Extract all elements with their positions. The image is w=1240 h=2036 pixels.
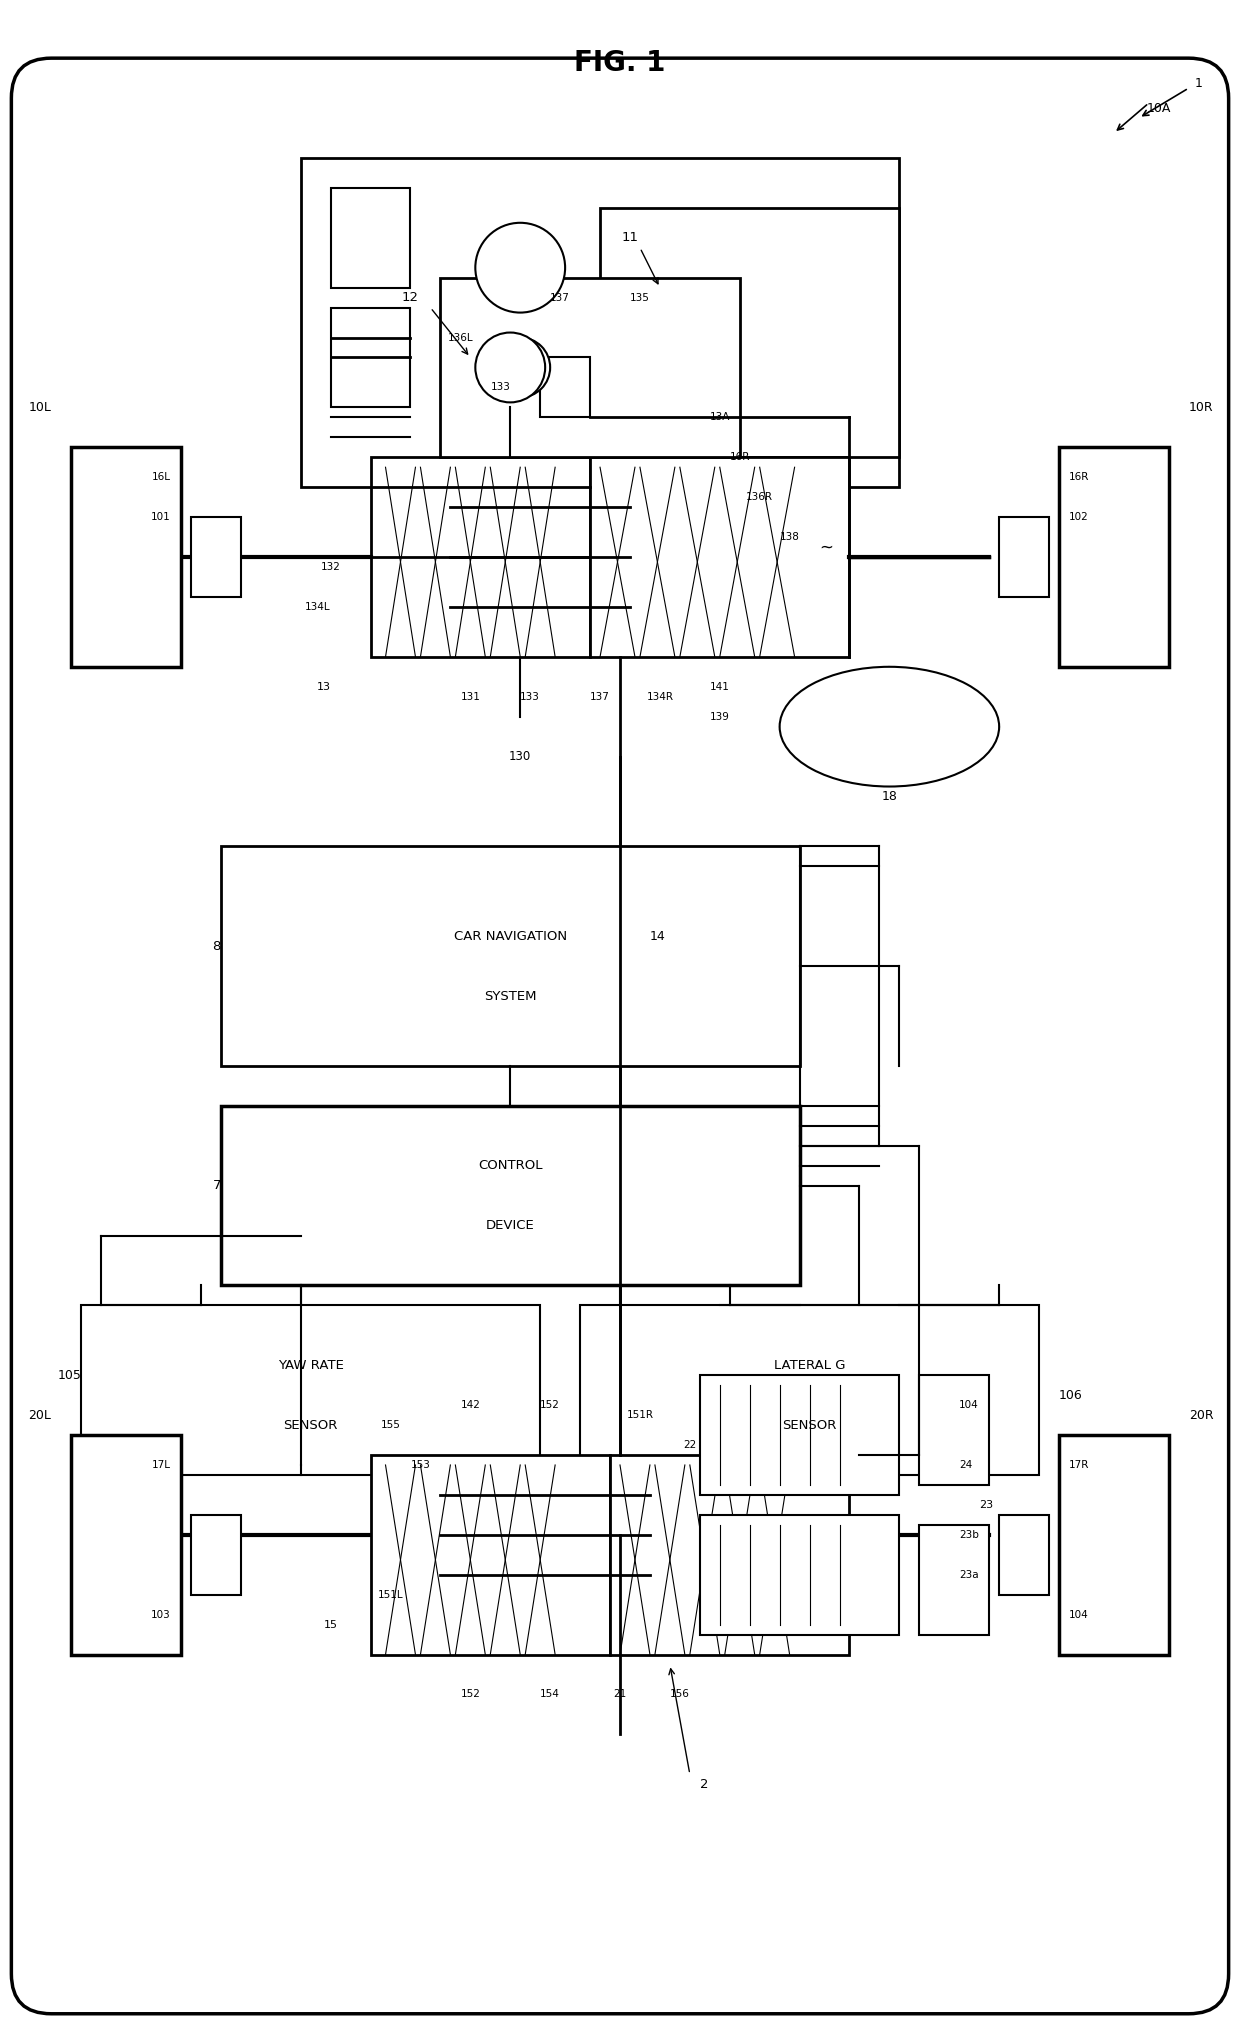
Circle shape (490, 338, 551, 397)
Text: 17R: 17R (1069, 1460, 1090, 1470)
Text: 10A: 10A (1147, 102, 1171, 114)
Bar (221, 1106, 800, 1285)
Bar (610, 1456, 849, 1655)
Text: SENSOR: SENSOR (782, 1419, 837, 1431)
Text: 151R: 151R (626, 1411, 653, 1419)
Bar (590, 458, 849, 658)
Circle shape (475, 222, 565, 314)
Text: 152: 152 (541, 1401, 560, 1411)
Text: 156: 156 (670, 1690, 689, 1700)
Bar (71, 1435, 181, 1655)
Text: 152: 152 (460, 1690, 480, 1700)
Bar (541, 358, 590, 417)
Text: 134L: 134L (305, 603, 331, 613)
Bar (999, 517, 1049, 597)
Text: 131: 131 (460, 692, 480, 702)
Text: 16R: 16R (1069, 472, 1090, 483)
Bar (600, 208, 899, 458)
Bar (221, 847, 800, 1067)
Text: 104: 104 (960, 1401, 980, 1411)
Text: 136L: 136L (448, 332, 474, 342)
Text: 18: 18 (882, 790, 898, 802)
Text: 24: 24 (960, 1460, 972, 1470)
Bar (919, 1525, 990, 1635)
Text: 142: 142 (460, 1401, 480, 1411)
Text: 101: 101 (151, 513, 171, 521)
Text: 10L: 10L (29, 401, 51, 413)
Bar (919, 1374, 990, 1484)
Text: 134R: 134R (646, 692, 673, 702)
Text: 7: 7 (212, 1179, 221, 1193)
Text: 15: 15 (324, 1619, 337, 1629)
Text: ~: ~ (820, 538, 833, 556)
Text: 23b: 23b (960, 1529, 980, 1539)
Text: LATERAL G: LATERAL G (774, 1358, 846, 1372)
Text: 104: 104 (1069, 1610, 1089, 1621)
Bar (81, 1305, 541, 1474)
Text: 17L: 17L (153, 1460, 171, 1470)
Text: 137: 137 (590, 692, 610, 702)
Text: 2: 2 (699, 1777, 708, 1792)
Text: 23: 23 (980, 1501, 993, 1511)
Text: 103: 103 (151, 1610, 171, 1621)
Text: 154: 154 (541, 1690, 560, 1700)
Text: SENSOR: SENSOR (284, 1419, 337, 1431)
Text: 20L: 20L (29, 1409, 51, 1421)
Text: 151L: 151L (378, 1590, 403, 1600)
Text: 135: 135 (630, 293, 650, 303)
Text: 1: 1 (1195, 77, 1203, 90)
Bar (580, 1305, 1039, 1474)
Ellipse shape (780, 666, 999, 786)
Text: 14: 14 (650, 930, 666, 943)
Text: 155: 155 (381, 1419, 401, 1429)
Bar (1059, 1435, 1169, 1655)
Text: CAR NAVIGATION: CAR NAVIGATION (454, 930, 567, 943)
Bar (1059, 448, 1169, 666)
Text: DEVICE: DEVICE (486, 1220, 534, 1232)
Text: 133: 133 (521, 692, 541, 702)
Bar (191, 1515, 241, 1594)
Text: YAW RATE: YAW RATE (278, 1358, 343, 1372)
Text: 13: 13 (316, 682, 331, 692)
Text: 153: 153 (410, 1460, 430, 1470)
Text: 11: 11 (621, 232, 639, 244)
Text: 20R: 20R (1189, 1409, 1214, 1421)
Text: 10R: 10R (1189, 401, 1214, 413)
Bar (71, 448, 181, 666)
Text: 21: 21 (614, 1690, 626, 1700)
Bar (331, 187, 410, 287)
Text: 141: 141 (709, 682, 729, 692)
Bar (331, 307, 410, 407)
Text: 16R: 16R (729, 452, 750, 462)
Text: 105: 105 (57, 1368, 81, 1382)
Text: 16L: 16L (153, 472, 171, 483)
Bar (301, 159, 899, 487)
Text: 106: 106 (1059, 1389, 1083, 1401)
Text: 137: 137 (551, 293, 570, 303)
Bar (191, 517, 241, 597)
Circle shape (475, 332, 546, 403)
Text: 136R: 136R (746, 493, 774, 503)
Text: SYSTEM: SYSTEM (484, 989, 537, 1002)
Text: 139: 139 (709, 713, 729, 721)
Text: 102: 102 (1069, 513, 1089, 521)
Text: 8: 8 (212, 941, 221, 953)
Text: 23a: 23a (960, 1570, 978, 1580)
Text: FIG. 1: FIG. 1 (574, 49, 666, 77)
Bar (699, 1515, 899, 1635)
Bar (440, 277, 740, 458)
Text: 132: 132 (321, 562, 341, 572)
Text: 130: 130 (510, 749, 532, 764)
Text: 12: 12 (402, 291, 419, 303)
Text: 133: 133 (490, 383, 510, 393)
Bar (699, 1374, 899, 1494)
FancyBboxPatch shape (11, 59, 1229, 2014)
Bar (371, 458, 590, 658)
Bar (371, 1456, 610, 1655)
Text: CONTROL: CONTROL (477, 1158, 542, 1173)
Text: 22: 22 (683, 1439, 697, 1450)
Text: 13A: 13A (709, 413, 730, 421)
Bar (999, 1515, 1049, 1594)
Text: 138: 138 (780, 531, 800, 542)
